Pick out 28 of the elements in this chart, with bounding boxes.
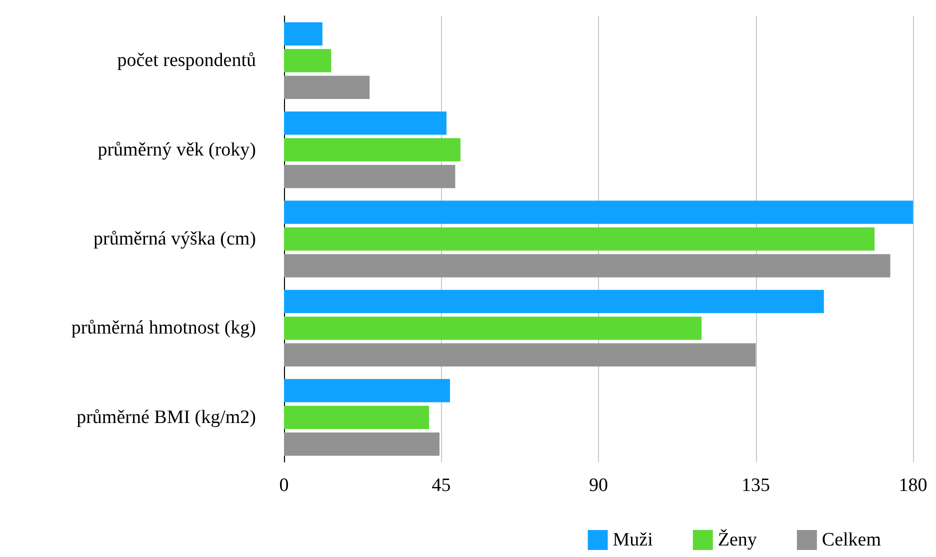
bar: [284, 48, 332, 72]
bar: [284, 138, 460, 162]
x-tick-label: 180: [898, 475, 928, 496]
bar: [284, 22, 322, 46]
y-tick-label: průměrná výška (cm): [94, 228, 256, 250]
x-tick-label: 90: [589, 475, 608, 496]
bar: [284, 254, 890, 278]
bar: [284, 200, 913, 224]
x-tick-label: 0: [279, 475, 289, 496]
bar: [284, 164, 456, 188]
bar: [284, 227, 875, 251]
y-tick-label: průměrná hmotnost (kg): [71, 318, 256, 339]
bar: [284, 432, 440, 456]
bar: [284, 76, 370, 99]
x-tick-label: 135: [742, 475, 770, 496]
legend-label: Muži: [612, 530, 653, 550]
x-tick-label: 45: [432, 475, 451, 496]
bar: [284, 379, 450, 402]
y-tick-label: počet respondentů: [117, 50, 256, 72]
bar: [284, 290, 824, 314]
bar: [284, 343, 756, 367]
legend-label: Ženy: [718, 528, 758, 550]
bar: [284, 111, 446, 135]
bar: [284, 406, 430, 430]
legend-label: Celkem: [822, 530, 882, 550]
bar: [284, 316, 702, 340]
y-tick-label: průměrné BMI (kg/m2): [76, 406, 256, 428]
y-tick-label: průměrný věk (roky): [98, 139, 256, 160]
